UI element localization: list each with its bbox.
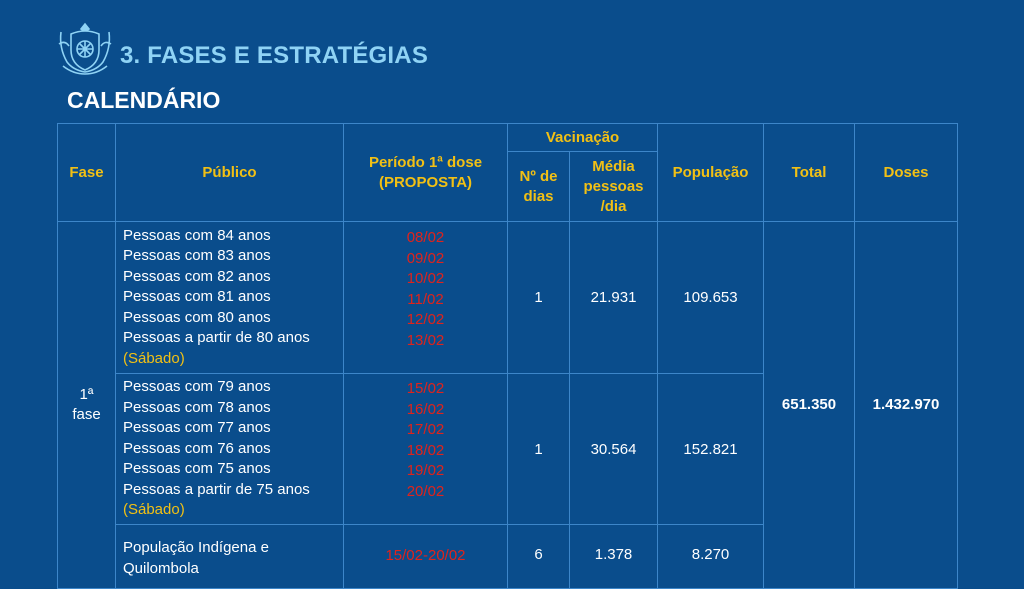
doses-cell: 1.432.970: [854, 221, 959, 589]
header-media-line1: Média: [592, 157, 635, 175]
publico-line: Pessoas com 82 anos: [123, 267, 271, 285]
publico-line: Pessoas com 75 anos: [123, 460, 271, 478]
fase-label-line2: fase: [72, 406, 101, 423]
populacao-cell: 109.653: [657, 221, 765, 374]
rio-coat-of-arms-icon: [58, 22, 112, 75]
publico-line: Pessoas a partir de 80 anos: [123, 329, 310, 347]
fase-cell: 1ª fase: [57, 221, 116, 589]
header-vacinacao: Vacinação: [506, 123, 659, 152]
header-populacao: População: [657, 123, 765, 222]
header-periodo-line2: (PROPOSTA): [378, 173, 473, 191]
header-media-line2: pessoas: [583, 177, 644, 195]
periodo-date: 15/02: [406, 380, 445, 397]
page-subtitle: CALENDÁRIO: [67, 87, 221, 113]
header-n-dias-line2: dias: [523, 187, 554, 205]
publico-line: Pessoas com 83 anos: [123, 247, 271, 265]
publico-line: Pessoas com 76 anos: [123, 439, 271, 457]
header-total: Total: [763, 123, 856, 222]
periodo-cell: 15/02-20/02: [343, 524, 508, 589]
media-cell: 30.564: [568, 373, 659, 525]
periodo-cell: 15/02 16/02 17/02 18/02 19/02 20/02: [343, 373, 508, 525]
periodo-date: 17/02: [406, 421, 445, 438]
periodo-date: 15/02-20/02: [385, 547, 466, 564]
header-n-dias-line1: Nº de: [519, 167, 558, 185]
periodo-date: 08/02: [406, 229, 445, 246]
sabado-label: (Sábado): [123, 501, 185, 519]
n-dias-cell: 1: [507, 221, 570, 374]
header-n-dias: Nº de dias: [507, 151, 570, 222]
periodo-date: 10/02: [406, 270, 445, 287]
periodo-cell: 08/02 09/02 10/02 11/02 12/02 13/02: [343, 221, 508, 374]
publico-line: Pessoas com 77 anos: [123, 419, 271, 437]
periodo-date: 12/02: [406, 311, 445, 328]
periodo-date: 11/02: [407, 290, 444, 308]
header-doses: Doses: [854, 123, 959, 222]
n-dias-cell: 1: [507, 373, 570, 525]
media-cell: 1.378: [568, 524, 659, 589]
header-media: Média pessoas /dia: [568, 151, 659, 222]
populacao-cell: 152.821: [657, 373, 765, 525]
periodo-date: 16/02: [406, 400, 445, 418]
periodo-date: 19/02: [406, 462, 445, 479]
table-row: Pessoas com 79 anos Pessoas com 78 anos …: [58, 373, 958, 525]
periodo-date: 09/02: [406, 249, 445, 267]
calendar-table: Fase Público Período 1ª dose (PROPOSTA) …: [57, 123, 959, 589]
fase-label-line1: 1ª: [79, 386, 94, 403]
n-dias-cell: 6: [507, 524, 570, 589]
publico-line: Pessoas a partir de 75 anos: [123, 480, 310, 498]
section-title: 3. FASES E ESTRATÉGIAS: [120, 42, 429, 69]
table-row: 1ª fase Pessoas com 84 anos Pessoas com …: [57, 221, 959, 589]
media-cell: 21.931: [568, 221, 659, 374]
periodo-date: 18/02: [406, 441, 445, 459]
populacao-cell: 8.270: [657, 524, 765, 589]
publico-line: Quilombola: [123, 559, 199, 577]
publico-line: Pessoas com 81 anos: [123, 288, 271, 306]
header-periodo-line1: Período 1ª dose: [368, 153, 483, 171]
publico-line: Pessoas com 79 anos: [123, 378, 271, 396]
publico-line: Pessoas com 78 anos: [123, 398, 271, 416]
header-periodo: Período 1ª dose (PROPOSTA): [343, 123, 508, 222]
publico-line: População Indígena e: [123, 539, 269, 556]
publico-line: Pessoas com 84 anos: [123, 226, 271, 244]
publico-cell: População Indígena e Quilombola: [115, 524, 344, 589]
periodo-date: 13/02: [406, 331, 445, 349]
publico-cell: Pessoas com 84 anos Pessoas com 83 anos …: [115, 221, 344, 374]
header-media-line3: /dia: [600, 197, 627, 215]
sabado-label: (Sábado): [123, 349, 185, 367]
header-publico: Público: [115, 123, 344, 222]
periodo-date: 20/02: [406, 482, 445, 500]
header-fase: Fase: [57, 123, 116, 222]
publico-cell: Pessoas com 79 anos Pessoas com 78 anos …: [115, 373, 344, 525]
total-cell: 651.350: [763, 221, 856, 589]
publico-line: Pessoas com 80 anos: [123, 308, 271, 326]
